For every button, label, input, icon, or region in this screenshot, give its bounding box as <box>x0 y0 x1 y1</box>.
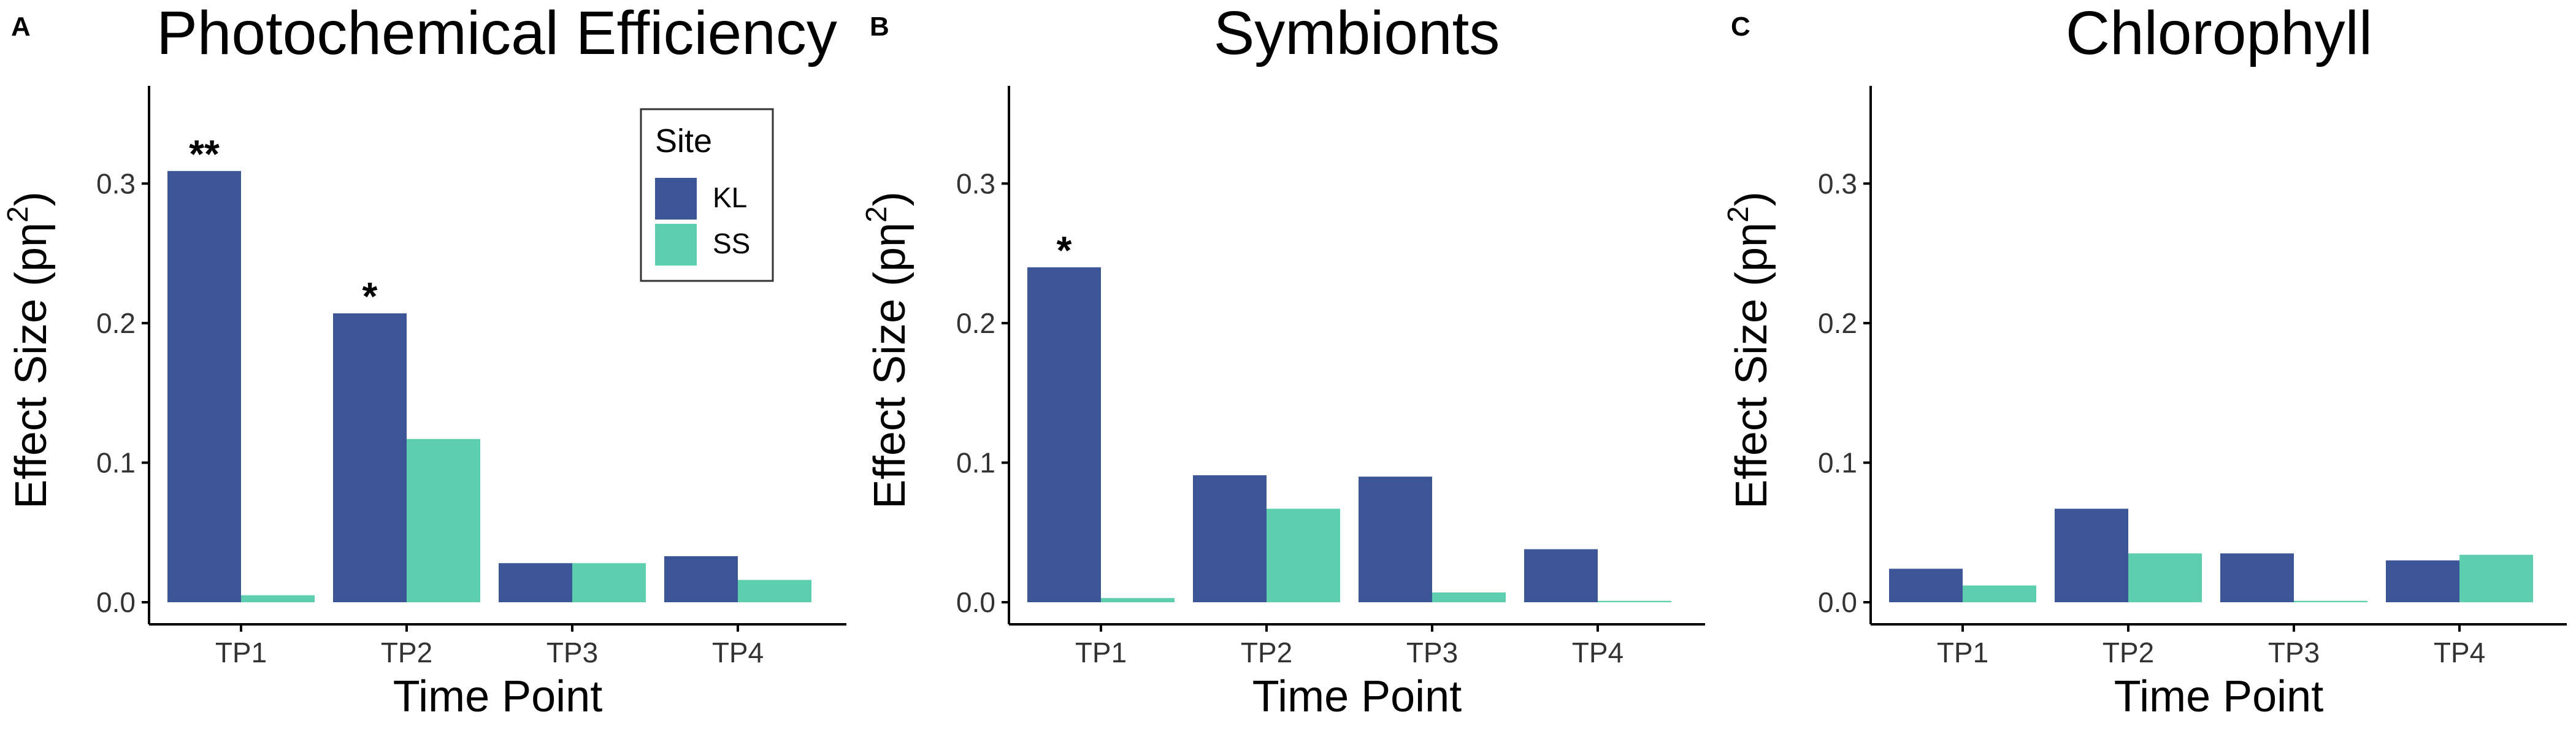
bar-ss-tp1 <box>1963 585 2036 602</box>
bar-kl-tp2 <box>1193 475 1267 602</box>
bar-kl-tp3 <box>499 563 572 602</box>
y-axis-label: Effect Size (pη2) <box>2 191 56 509</box>
significance-label: * <box>362 274 378 318</box>
y-tick-label: 0.1 <box>96 446 136 478</box>
bar-kl-tp1 <box>1889 569 1963 602</box>
bar-kl-tp1 <box>1027 267 1101 602</box>
y-axis-label-main: Effect Size (pη <box>865 223 914 509</box>
bar-kl-tp3 <box>1359 477 1432 602</box>
chart-title: Chlorophyll <box>2066 0 2372 67</box>
panel-letter: B <box>870 12 889 42</box>
panel-letter: C <box>1731 12 1750 42</box>
y-axis-label-end: ) <box>7 191 56 206</box>
bar-kl-tp4 <box>2386 560 2459 602</box>
y-axis-label-end: ) <box>865 191 914 206</box>
bar-kl-tp3 <box>2220 553 2294 602</box>
legend-label-ss: SS <box>713 228 750 259</box>
bar-ss-tp2 <box>2128 553 2202 602</box>
bar-kl-tp2 <box>2055 508 2128 602</box>
legend-title: Site <box>655 123 712 159</box>
bar-kl-tp4 <box>1524 549 1598 602</box>
bar-ss-tp2 <box>1267 508 1340 602</box>
significance-label: ** <box>189 132 220 176</box>
y-tick-label: 0.1 <box>1818 446 1857 478</box>
x-tick-label: TP1 <box>1075 637 1127 668</box>
bar-ss-tp1 <box>1101 598 1175 602</box>
x-tick-label: TP4 <box>2434 637 2485 668</box>
y-tick-label: 0.3 <box>96 167 136 199</box>
x-tick-label: TP3 <box>1406 637 1458 668</box>
y-axis-label-superscript: 2 <box>2 206 34 223</box>
bar-kl-tp1 <box>167 170 241 602</box>
y-tick-label: 0.1 <box>956 446 995 478</box>
y-axis-label-end: ) <box>1727 191 1776 206</box>
panel-b: B Symbionts 0.0 0.1 0.2 0.3 Effect Size (pη2) T… <box>861 0 1705 721</box>
panel-a: A Photochemical Efficiency 0.0 0.1 0.2 0.3 Eff… <box>2 0 846 721</box>
bar-ss-tp3 <box>1432 592 1506 602</box>
y-tick-label: 0.2 <box>956 307 995 339</box>
y-tick-label: 0.2 <box>1818 307 1857 339</box>
x-tick-label: TP2 <box>1241 637 1292 668</box>
x-axis-label: Time Point <box>1252 672 1462 721</box>
bar-ss-tp2 <box>407 438 480 602</box>
y-axis-label: Effect Size (pη2) <box>861 191 914 509</box>
y-axis-label: Effect Size (pη2) <box>1722 191 1776 509</box>
x-axis-label: Time Point <box>2114 672 2323 721</box>
legend-label-kl: KL <box>713 182 747 213</box>
y-tick-label: 0.2 <box>96 307 136 339</box>
panel-c: C Chlorophyll 0.0 0.1 0.2 0.3 Effect Size (pη2… <box>1722 0 2567 721</box>
legend-key-ss <box>655 224 697 266</box>
y-tick-label: 0.0 <box>956 586 995 618</box>
legend-box <box>640 108 774 282</box>
significance-label: * <box>1057 228 1072 272</box>
chart-title: Photochemical Efficiency <box>156 0 837 67</box>
x-tick-label: TP1 <box>1937 637 1988 668</box>
panel-letter: A <box>11 12 31 42</box>
bar-ss-tp4 <box>738 580 811 602</box>
y-tick-label: 0.3 <box>1818 167 1857 199</box>
bar-ss-tp3 <box>572 563 646 602</box>
x-tick-label: TP2 <box>381 637 432 668</box>
bar-kl-tp4 <box>664 556 738 602</box>
x-tick-label: TP2 <box>2103 637 2154 668</box>
x-tick-label: TP1 <box>215 637 267 668</box>
y-axis-label-superscript: 2 <box>1722 206 1755 223</box>
x-tick-label: TP3 <box>546 637 598 668</box>
y-axis-label-superscript: 2 <box>861 206 893 223</box>
y-tick-label: 0.0 <box>1818 586 1857 618</box>
y-axis-label-main: Effect Size (pη <box>7 223 56 509</box>
bar-ss-tp4 <box>2459 554 2533 602</box>
chart-title: Symbionts <box>1214 0 1500 67</box>
x-tick-label: TP4 <box>1572 637 1623 668</box>
legend-key-kl <box>655 178 697 220</box>
x-tick-label: TP3 <box>2268 637 2320 668</box>
bar-ss-tp4 <box>1598 600 1671 602</box>
bar-ss-tp3 <box>2294 600 2367 602</box>
y-tick-label: 0.3 <box>956 167 995 199</box>
bar-ss-tp1 <box>241 595 315 602</box>
y-axis-label-main: Effect Size (pη <box>1727 223 1776 509</box>
y-tick-label: 0.0 <box>96 586 136 618</box>
bar-kl-tp2 <box>333 313 407 602</box>
x-axis-label: Time Point <box>393 672 602 721</box>
x-tick-label: TP4 <box>712 637 764 668</box>
